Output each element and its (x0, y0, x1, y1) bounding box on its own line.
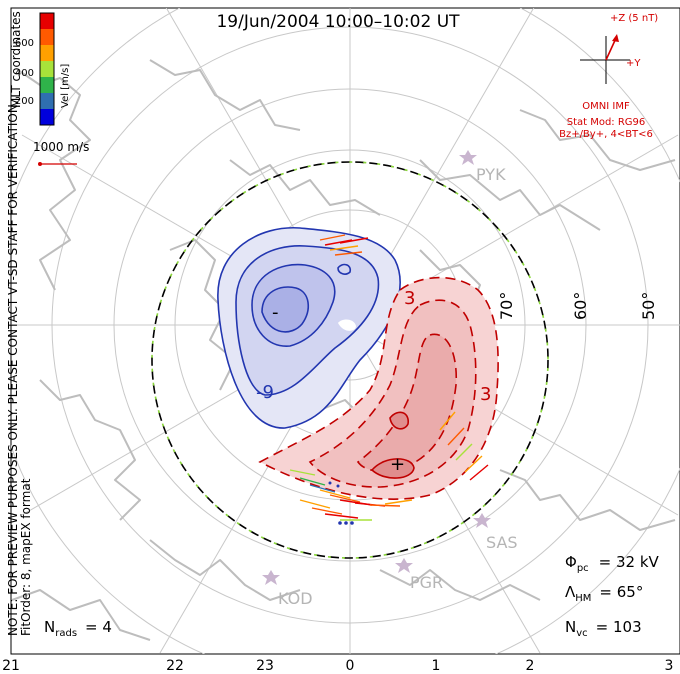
station-label-pgr: PGR (410, 573, 443, 592)
contour-label-neg9: -9 (256, 382, 274, 403)
imf-arrow-head (612, 34, 619, 42)
vector-origins (328, 481, 354, 525)
station-label-kod: KOD (278, 589, 313, 608)
mlt-tick-label: 2 (526, 658, 535, 674)
potential-maximum-marker: + (390, 454, 405, 475)
radar-count: Nrads = 4 (44, 618, 112, 639)
colorbar-cell (40, 109, 54, 126)
station-markers (262, 150, 491, 585)
cross-polar-potential: Φpc = 32 kV (565, 553, 660, 574)
stat-model: Stat Mod: RG96 (567, 117, 646, 128)
latitude-label-70: 70° (497, 292, 516, 320)
latitude-label-60: 60° (571, 292, 590, 320)
mlt-tick-label: 3 (665, 658, 674, 674)
mlt-tick-label: 21 (2, 658, 20, 674)
hm-latitude: ΛHM = 65° (565, 583, 643, 604)
colorbar-cell (40, 29, 54, 46)
coordinates-label: MLT coordinates (9, 11, 23, 108)
colorbar-cell (40, 13, 54, 30)
imf-conditions: Bz+/By+, 4<BT<6 (559, 129, 653, 140)
contour-label-3b: 3 (480, 384, 491, 405)
positive-potential-cell (258, 276, 499, 500)
imf-source: OMNI IMF (582, 101, 630, 112)
hm-boundary-model-vectors (151, 161, 549, 559)
colorbar-label: Vel [m/s] (60, 64, 71, 108)
vector-scale-label: 1000 m/s (33, 140, 89, 154)
imf-y-label: +Y (626, 58, 641, 69)
colorbar-tick-600: 600 (15, 38, 34, 49)
station-label-sas: SAS (486, 533, 518, 552)
vector-scale-origin (38, 162, 42, 166)
colorbar-tick-200: 200 (15, 96, 34, 107)
velocity-colorbar (39, 12, 55, 126)
velocity-vectors (289, 234, 489, 521)
contour-label-3a: 3 (404, 288, 415, 309)
vector-count: Nvc = 103 (565, 618, 642, 639)
fit-order-label: FitOrder: 8, mapEX format (19, 478, 33, 636)
preview-note: NOTE: FOR PREVIEW PURPOSES ONLY. PLEASE … (6, 100, 20, 636)
mlt-tick-label: 22 (166, 658, 184, 674)
colorbar-cell (40, 61, 54, 78)
station-label-pyk: PYK (476, 165, 506, 184)
latitude-label-50: 50° (639, 292, 658, 320)
negative-potential-cell (217, 227, 401, 429)
potential-minimum-marker: - (272, 302, 279, 323)
mlt-tick-label: 1 (432, 658, 441, 674)
colorbar-cell (40, 93, 54, 110)
map-title: 19/Jun/2004 10:00–10:02 UT (216, 12, 460, 32)
colorbar-tick-400: 400 (15, 68, 34, 79)
colorbar-cell (40, 45, 54, 62)
mlt-tick-label: 23 (256, 658, 274, 674)
mlt-tick-label: 0 (346, 658, 355, 674)
colorbar-cell (40, 77, 54, 94)
imf-z-label: +Z (5 nT) (610, 13, 658, 24)
